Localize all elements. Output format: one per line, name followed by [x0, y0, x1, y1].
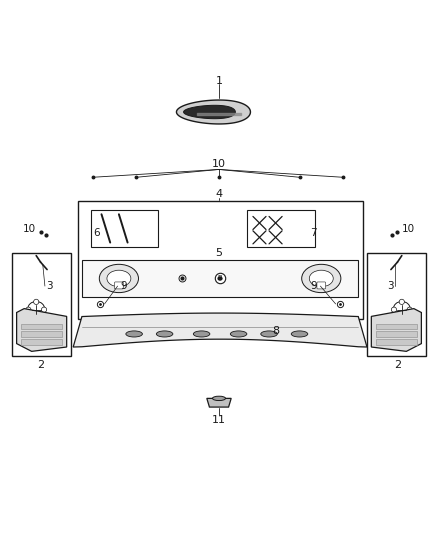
- Polygon shape: [17, 309, 67, 351]
- Ellipse shape: [393, 302, 410, 318]
- FancyBboxPatch shape: [317, 282, 325, 289]
- Bar: [21, 324, 62, 329]
- Polygon shape: [207, 398, 231, 407]
- Ellipse shape: [302, 264, 341, 293]
- Bar: [247, 210, 315, 247]
- Ellipse shape: [99, 264, 138, 293]
- Polygon shape: [371, 309, 421, 351]
- Ellipse shape: [107, 270, 131, 287]
- Ellipse shape: [42, 307, 47, 312]
- Bar: [376, 332, 417, 337]
- Text: 2: 2: [37, 360, 44, 370]
- Text: 10: 10: [212, 159, 226, 169]
- Ellipse shape: [291, 331, 308, 337]
- Ellipse shape: [391, 307, 396, 312]
- Bar: [376, 324, 417, 329]
- Text: 6: 6: [93, 228, 99, 238]
- Ellipse shape: [399, 299, 404, 304]
- Text: 3: 3: [46, 281, 53, 291]
- Bar: [82, 260, 358, 297]
- Ellipse shape: [407, 307, 412, 312]
- Ellipse shape: [230, 331, 247, 337]
- Text: 11: 11: [212, 415, 226, 425]
- Bar: [21, 332, 62, 337]
- Text: 9: 9: [311, 281, 317, 291]
- Ellipse shape: [34, 299, 39, 304]
- Text: 2: 2: [394, 360, 401, 370]
- Text: 3: 3: [388, 281, 394, 291]
- Ellipse shape: [26, 307, 31, 312]
- Text: 10: 10: [402, 224, 415, 234]
- Text: 9: 9: [121, 281, 127, 291]
- Polygon shape: [73, 313, 367, 347]
- Text: B: B: [218, 276, 223, 281]
- Text: 10: 10: [23, 224, 36, 234]
- Polygon shape: [177, 100, 251, 124]
- Bar: [12, 254, 71, 356]
- Bar: [91, 210, 158, 247]
- Bar: [376, 339, 417, 345]
- Ellipse shape: [28, 302, 45, 318]
- Text: 4: 4: [215, 189, 223, 199]
- Ellipse shape: [309, 270, 333, 287]
- Ellipse shape: [34, 315, 39, 320]
- Ellipse shape: [156, 331, 173, 337]
- Ellipse shape: [399, 315, 404, 320]
- FancyBboxPatch shape: [115, 282, 123, 289]
- Text: 5: 5: [215, 248, 223, 259]
- Text: 1: 1: [215, 76, 223, 86]
- Ellipse shape: [261, 331, 277, 337]
- Ellipse shape: [126, 331, 142, 337]
- Bar: [78, 201, 363, 319]
- Text: 7: 7: [311, 228, 317, 238]
- Text: 8: 8: [272, 326, 279, 336]
- Bar: [367, 254, 426, 356]
- Polygon shape: [184, 106, 235, 119]
- Bar: [21, 339, 62, 345]
- Ellipse shape: [193, 331, 210, 337]
- Ellipse shape: [212, 396, 226, 400]
